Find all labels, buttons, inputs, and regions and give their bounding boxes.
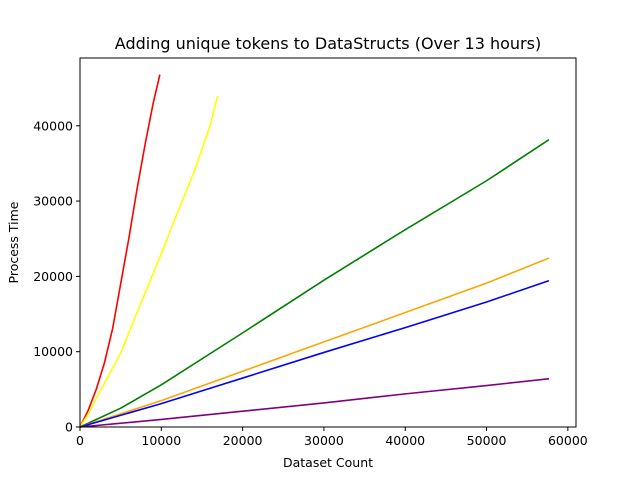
x-axis-label: Dataset Count (283, 455, 373, 470)
series-line-1 (79, 74, 161, 428)
x-tick-label: 0 (76, 433, 84, 448)
series-layer (79, 74, 550, 428)
x-tick-label: 50000 (467, 433, 507, 448)
x-tick-label: 30000 (304, 433, 344, 448)
x-axis: 0 10000 20000 30000 40000 50000 60000 (76, 427, 588, 448)
x-tick-label: 10000 (141, 433, 181, 448)
y-axis-label: Process Time (6, 201, 21, 283)
y-tick-label: 20000 (33, 269, 73, 284)
series-line-4 (79, 257, 550, 428)
x-tick-label: 60000 (548, 433, 588, 448)
y-axis: 0 10000 20000 30000 40000 (33, 118, 80, 435)
x-tick-label: 20000 (223, 433, 263, 448)
chart-title: Adding unique tokens to DataStructs (Ove… (115, 34, 541, 53)
series-line-3 (79, 139, 550, 428)
y-tick-label: 10000 (33, 344, 73, 359)
x-tick-label: 40000 (385, 433, 425, 448)
y-tick-label: 0 (65, 420, 73, 435)
y-tick-label: 30000 (33, 194, 73, 209)
plot-frame (79, 57, 577, 428)
series-line-5 (79, 280, 550, 428)
y-tick-label: 40000 (33, 118, 73, 133)
series-line-6 (79, 377, 550, 428)
series-line-2 (79, 95, 219, 428)
